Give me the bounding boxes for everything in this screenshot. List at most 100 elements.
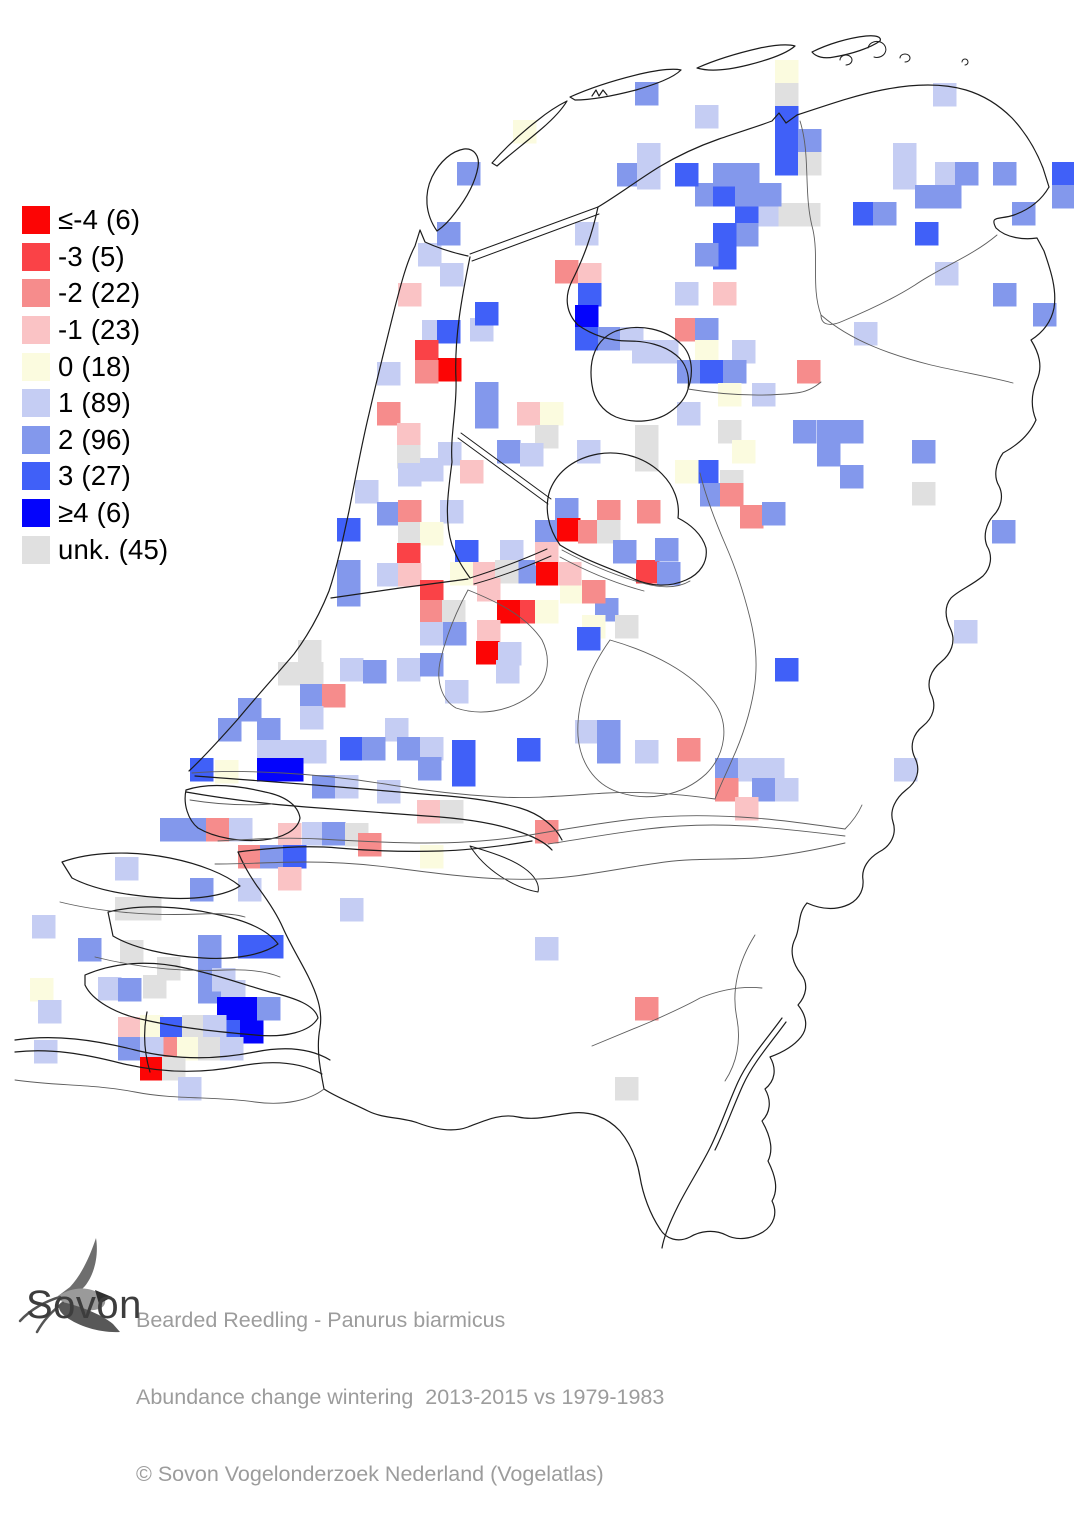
grid-cell (732, 440, 756, 464)
grid-cell (597, 520, 621, 544)
legend-item-0: ≤-4 (6) (22, 202, 168, 239)
randmeren (559, 549, 691, 592)
island-voorne (184, 784, 301, 842)
grid-cell (300, 684, 324, 708)
grid-cell (140, 1037, 164, 1061)
grid-cell (218, 718, 242, 742)
grid-cell (229, 818, 253, 842)
legend: ≤-4 (6) -3 (5) -2 (22) -1 (23) 0 (18) 1 (89) 2… (22, 202, 168, 568)
grid-cell (385, 718, 409, 742)
grid-cell (752, 778, 776, 802)
grid-cell (993, 283, 1017, 307)
grid-cell (118, 978, 142, 1002)
grid-cell (120, 940, 144, 964)
grid-cell (30, 978, 54, 1002)
grid-cell (555, 260, 579, 284)
legend-swatch (22, 206, 50, 235)
grid-cell (582, 580, 606, 604)
grid-cell (675, 163, 699, 187)
houtribdijk (457, 432, 552, 505)
grid-cell (677, 402, 701, 426)
grid-cell (420, 600, 444, 624)
grid-cell (713, 223, 737, 247)
grid-cell (675, 318, 699, 342)
legend-item-6: 2 (96) (22, 422, 168, 459)
grid-cell (420, 580, 444, 604)
bird-head (95, 1290, 112, 1304)
grid-cell (420, 845, 444, 869)
grid-cell (713, 163, 737, 187)
flevoland (546, 452, 707, 586)
grid-cell (555, 498, 579, 522)
grid-cell (355, 480, 379, 504)
sovon-wordmark: Sovon (26, 1283, 142, 1327)
caption-block: Bearded Reedling - Panurus biarmicus Abu… (136, 1256, 664, 1514)
legend-label: -1 (23) (58, 314, 141, 346)
grid-cell (497, 440, 521, 464)
grid-cell (873, 202, 897, 226)
grid-cell (775, 203, 799, 227)
noordoostpolder (590, 326, 692, 422)
grid-cell (452, 740, 476, 764)
grid-cell (536, 562, 560, 586)
grid-cell (613, 540, 637, 564)
grid-cell (632, 340, 656, 364)
river-ijssel (699, 472, 757, 800)
grid-cell (377, 402, 401, 426)
river-waal (217, 815, 846, 845)
legend-item-9: unk. (45) (22, 531, 168, 568)
grid-cell (497, 600, 521, 624)
grid-cell (718, 420, 742, 444)
grid-cell (443, 622, 467, 646)
border-friesland-overijssel (687, 381, 822, 396)
grid-cell (415, 340, 439, 364)
grid-cell (695, 243, 719, 267)
grid-cell (203, 1015, 227, 1039)
secondary-lines-layer (14, 120, 1014, 1104)
grid-cell (78, 938, 102, 962)
maas-limburg (661, 1017, 787, 1249)
coastline-brabant-west (237, 851, 325, 1090)
legend-swatch (22, 499, 50, 528)
grid-cell (445, 680, 469, 704)
grid-cell (635, 425, 659, 449)
sovon-logo-bird (18, 1238, 120, 1334)
grid-cell (993, 162, 1017, 186)
grid-cell (695, 105, 719, 129)
grid-cell (775, 83, 799, 107)
island-goeree (61, 852, 241, 900)
grid-cell (377, 502, 401, 526)
grid-cell (912, 440, 936, 464)
grid-cell (238, 935, 262, 959)
legend-item-1: -3 (5) (22, 239, 168, 276)
grid-cell (575, 305, 599, 329)
grid-cell (700, 483, 724, 507)
kanaal-walcheren (144, 1011, 151, 1073)
island-rottum (839, 40, 969, 66)
rhine-lobith (844, 804, 863, 830)
grid-cell (335, 775, 359, 799)
border-drenthe-overijssel (820, 314, 1014, 384)
grid-cell (238, 845, 262, 869)
island-vlieland (491, 100, 568, 167)
species-title: Bearded Reedling - Panurus biarmicus (136, 1307, 506, 1332)
grid-cell (577, 440, 601, 464)
grid-cell (362, 737, 386, 761)
grid-cell (560, 580, 584, 604)
border-utrecht (438, 589, 548, 713)
grid-cell (761, 758, 785, 782)
grid-cell (398, 463, 422, 487)
grid-cell (398, 563, 422, 587)
grid-cell (775, 106, 799, 130)
grid-cell (793, 420, 817, 444)
grid-cell (198, 935, 222, 959)
grid-cell (775, 778, 799, 802)
grid-cell (397, 658, 421, 682)
grid-cell (775, 152, 799, 176)
grid-cell (695, 183, 719, 207)
grid-cell (615, 615, 639, 639)
grid-cell (340, 658, 364, 682)
legend-swatch (22, 316, 50, 345)
bird-tail-streamer-2 (35, 1301, 65, 1334)
grid-cell (337, 560, 361, 584)
